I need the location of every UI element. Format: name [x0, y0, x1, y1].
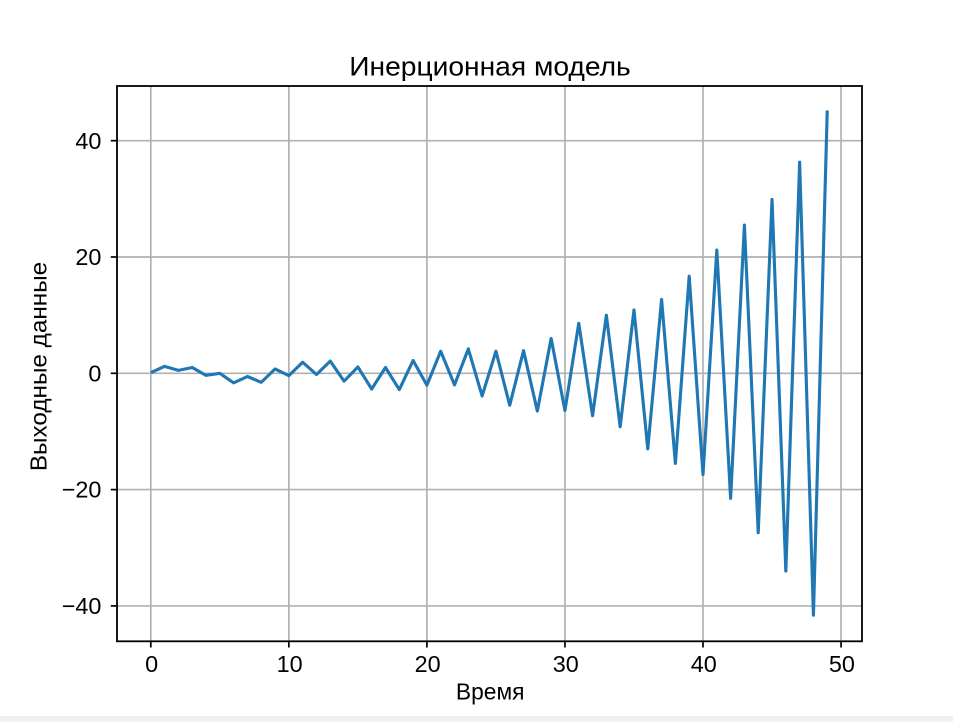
- svg-text:−20: −20: [62, 477, 102, 503]
- svg-text:0: 0: [88, 360, 101, 386]
- svg-text:40: 40: [691, 651, 717, 677]
- svg-text:−40: −40: [62, 593, 102, 619]
- svg-text:30: 30: [553, 651, 579, 677]
- svg-text:Время: Время: [456, 679, 525, 705]
- svg-text:20: 20: [75, 244, 101, 270]
- svg-text:Инерционная модель: Инерционная модель: [349, 50, 631, 81]
- svg-text:50: 50: [829, 651, 855, 677]
- svg-text:20: 20: [415, 651, 441, 677]
- svg-text:0: 0: [145, 651, 158, 677]
- svg-text:40: 40: [75, 128, 101, 154]
- svg-text:10: 10: [277, 651, 303, 677]
- svg-text:Выходные данные: Выходные данные: [26, 262, 52, 471]
